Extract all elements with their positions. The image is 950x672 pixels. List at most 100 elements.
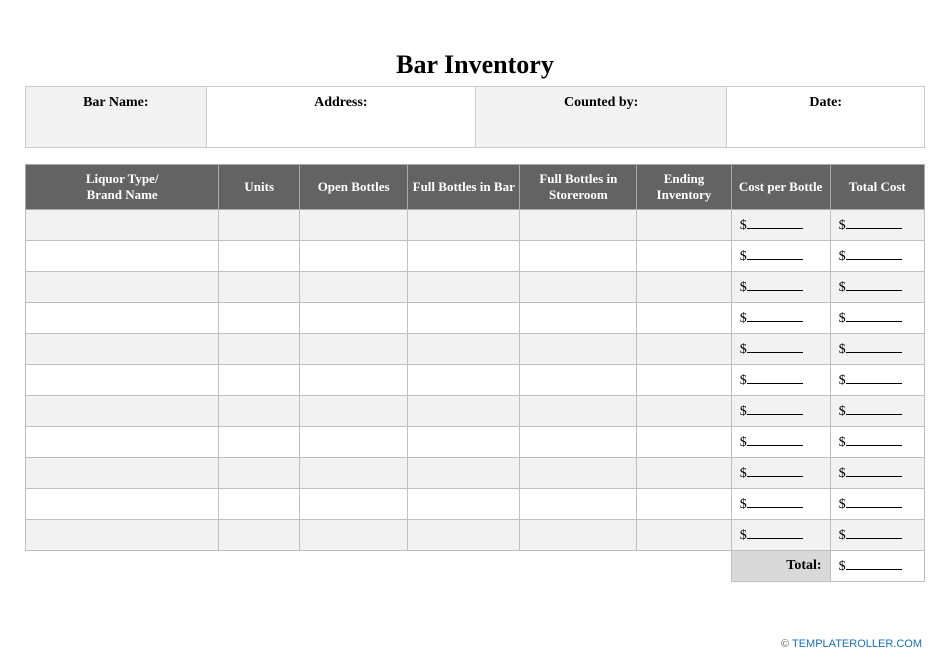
currency-symbol: $ xyxy=(740,404,747,419)
blank-line xyxy=(747,279,803,291)
col-cost-per: Cost per Bottle xyxy=(731,165,830,210)
table-cell xyxy=(520,334,637,365)
table-cell xyxy=(219,272,300,303)
table-cell xyxy=(637,396,731,427)
table-cell: $ xyxy=(830,241,924,272)
table-cell xyxy=(219,241,300,272)
blank-line xyxy=(846,341,902,353)
table-cell xyxy=(408,210,520,241)
table-cell: $ xyxy=(830,489,924,520)
currency-symbol: $ xyxy=(839,249,846,264)
table-cell xyxy=(520,396,637,427)
table-cell: $ xyxy=(830,210,924,241)
page-title: Bar Inventory xyxy=(25,50,925,80)
blank-line xyxy=(846,372,902,384)
inventory-table: Liquor Type/Brand Name Units Open Bottle… xyxy=(25,164,925,582)
col-total-cost: Total Cost xyxy=(830,165,924,210)
empty-cell xyxy=(26,551,219,582)
currency-symbol: $ xyxy=(740,528,747,543)
table-cell: $ xyxy=(830,427,924,458)
empty-cell xyxy=(637,551,731,582)
currency-symbol: $ xyxy=(839,435,846,450)
col-ending-inv: Ending Inventory xyxy=(637,165,731,210)
table-cell xyxy=(520,489,637,520)
table-cell xyxy=(300,489,408,520)
blank-line xyxy=(846,248,902,260)
table-cell xyxy=(637,241,731,272)
table-row: $$ xyxy=(26,210,925,241)
table-cell xyxy=(219,396,300,427)
info-date: Date: xyxy=(726,87,924,147)
table-cell xyxy=(637,520,731,551)
table-cell xyxy=(520,458,637,489)
total-label: Total: xyxy=(731,551,830,582)
blank-line xyxy=(846,403,902,415)
total-row: Total:$ xyxy=(26,551,925,582)
currency-symbol: $ xyxy=(839,218,846,233)
table-cell xyxy=(26,241,219,272)
blank-line xyxy=(846,279,902,291)
info-counted-by: Counted by: xyxy=(475,87,726,147)
table-row: $$ xyxy=(26,489,925,520)
currency-symbol: $ xyxy=(740,497,747,512)
table-cell: $ xyxy=(830,303,924,334)
table-cell: $ xyxy=(731,303,830,334)
table-cell xyxy=(520,272,637,303)
table-cell xyxy=(300,396,408,427)
table-cell: $ xyxy=(830,396,924,427)
table-cell: $ xyxy=(731,272,830,303)
currency-symbol: $ xyxy=(740,311,747,326)
table-cell: $ xyxy=(731,365,830,396)
table-cell xyxy=(219,458,300,489)
table-cell xyxy=(26,458,219,489)
col-open-bottles: Open Bottles xyxy=(300,165,408,210)
table-cell xyxy=(219,427,300,458)
currency-symbol: $ xyxy=(839,466,846,481)
currency-symbol: $ xyxy=(740,342,747,357)
info-bar-name: Bar Name: xyxy=(26,87,206,147)
blank-line xyxy=(846,217,902,229)
table-cell: $ xyxy=(830,272,924,303)
table-cell xyxy=(300,365,408,396)
blank-line xyxy=(747,372,803,384)
table-cell xyxy=(637,303,731,334)
table-cell: $ xyxy=(731,396,830,427)
total-value: $ xyxy=(830,551,924,582)
currency-symbol: $ xyxy=(740,280,747,295)
table-cell xyxy=(637,458,731,489)
blank-line xyxy=(747,248,803,260)
table-cell xyxy=(26,489,219,520)
table-cell xyxy=(408,427,520,458)
table-cell xyxy=(408,520,520,551)
footer-site: TEMPLATEROLLER.COM xyxy=(792,638,922,650)
empty-cell xyxy=(408,551,520,582)
currency-symbol: $ xyxy=(839,497,846,512)
table-cell: $ xyxy=(731,489,830,520)
table-cell xyxy=(300,241,408,272)
empty-cell xyxy=(219,551,300,582)
empty-cell xyxy=(520,551,637,582)
table-row: $$ xyxy=(26,334,925,365)
table-cell xyxy=(408,365,520,396)
table-cell: $ xyxy=(731,427,830,458)
table-cell xyxy=(408,334,520,365)
table-cell xyxy=(408,458,520,489)
table-cell xyxy=(637,365,731,396)
col-full-bar: Full Bottles in Bar xyxy=(408,165,520,210)
col-full-storeroom: Full Bottles in Storeroom xyxy=(520,165,637,210)
table-cell xyxy=(408,303,520,334)
col-liquor-type: Liquor Type/Brand Name xyxy=(26,165,219,210)
table-cell xyxy=(300,334,408,365)
blank-line xyxy=(747,310,803,322)
currency-symbol: $ xyxy=(839,373,846,388)
table-cell: $ xyxy=(731,241,830,272)
table-cell xyxy=(26,396,219,427)
blank-line xyxy=(846,496,902,508)
currency-symbol: $ xyxy=(740,249,747,264)
currency-symbol: $ xyxy=(740,218,747,233)
table-cell xyxy=(520,365,637,396)
currency-symbol: $ xyxy=(839,342,846,357)
footer-credit: © TEMPLATEROLLER.COM xyxy=(781,638,922,650)
table-cell: $ xyxy=(731,334,830,365)
table-cell xyxy=(300,303,408,334)
